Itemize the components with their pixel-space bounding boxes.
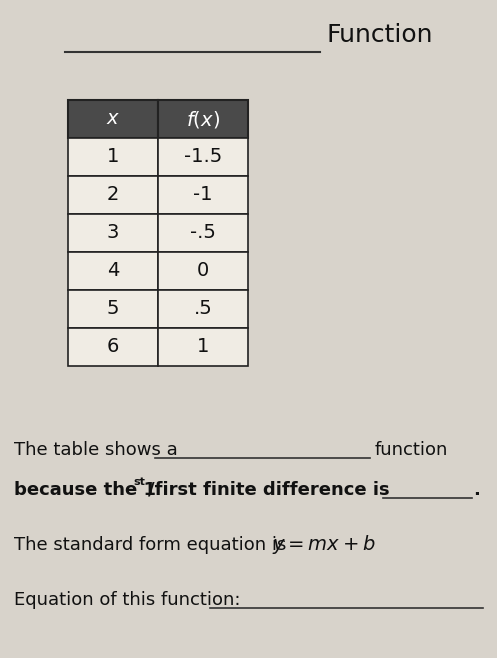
- Text: -.5: -.5: [190, 224, 216, 243]
- Bar: [158, 252, 248, 290]
- Text: $f(x)$: $f(x)$: [186, 109, 220, 130]
- Bar: [68, 290, 158, 328]
- Text: 6: 6: [107, 338, 119, 357]
- Bar: [158, 100, 248, 138]
- Text: $x$: $x$: [106, 109, 120, 128]
- Text: 0: 0: [197, 261, 209, 280]
- Bar: [68, 252, 158, 290]
- Bar: [68, 138, 158, 176]
- Text: /first finite difference is: /first finite difference is: [148, 481, 390, 499]
- Text: because the 1: because the 1: [14, 481, 156, 499]
- Bar: [68, 100, 158, 138]
- Bar: [158, 214, 248, 252]
- Bar: [158, 290, 248, 328]
- Bar: [68, 328, 158, 366]
- Text: Equation of this function:: Equation of this function:: [14, 591, 241, 609]
- Text: st: st: [133, 477, 145, 487]
- Text: 4: 4: [107, 261, 119, 280]
- Text: The table shows a: The table shows a: [14, 441, 178, 459]
- Text: Function: Function: [327, 23, 433, 47]
- Bar: [158, 328, 248, 366]
- Text: -1.5: -1.5: [184, 147, 222, 166]
- Bar: [158, 176, 248, 214]
- Bar: [158, 138, 248, 176]
- Text: function: function: [375, 441, 448, 459]
- Text: .: .: [473, 481, 480, 499]
- Bar: [68, 214, 158, 252]
- Text: 5: 5: [107, 299, 119, 318]
- Text: 2: 2: [107, 186, 119, 205]
- Text: 1: 1: [197, 338, 209, 357]
- Text: .5: .5: [194, 299, 212, 318]
- Bar: [68, 176, 158, 214]
- Text: $y = mx + b$: $y = mx + b$: [272, 534, 376, 557]
- Text: The standard form equation is: The standard form equation is: [14, 536, 292, 554]
- Text: -1: -1: [193, 186, 213, 205]
- Text: 3: 3: [107, 224, 119, 243]
- Text: 1: 1: [107, 147, 119, 166]
